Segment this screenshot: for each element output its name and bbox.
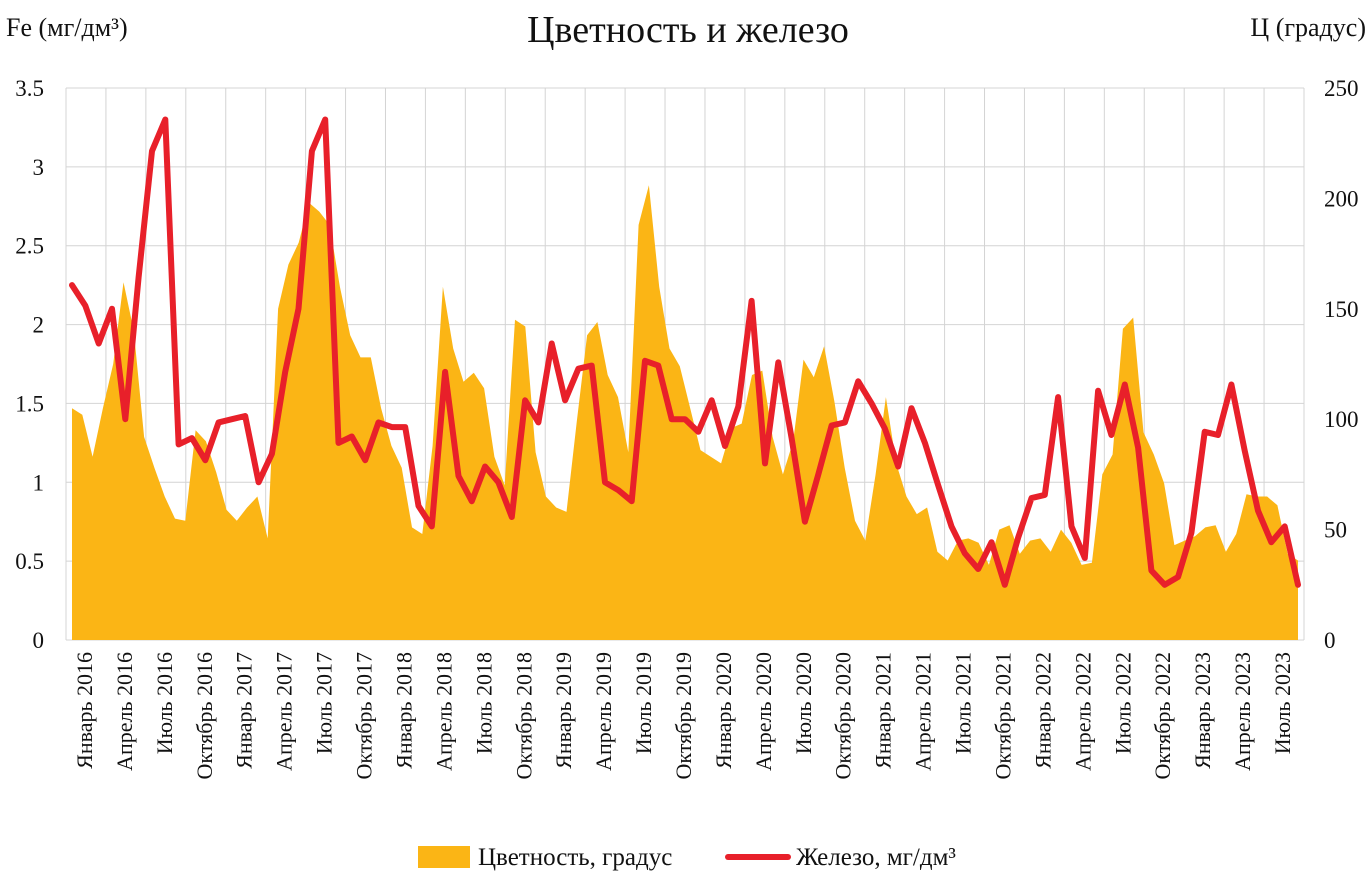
x-tick-label: Апрель 2021 bbox=[911, 652, 936, 771]
right-axis-ticks: 0 50 100 150 200 250 bbox=[1324, 76, 1359, 653]
x-tick-label: Апрель 2019 bbox=[591, 652, 616, 771]
left-axis-ticks: 0 0.5 1 1.5 2 2.5 3 3.5 bbox=[15, 76, 44, 653]
right-tick-label: 150 bbox=[1324, 297, 1359, 322]
right-tick-label: 0 bbox=[1324, 628, 1336, 653]
x-tick-label: Январь 2021 bbox=[871, 652, 896, 769]
series-color-area bbox=[72, 185, 1298, 640]
x-tick-label: Апрель 2022 bbox=[1070, 652, 1095, 771]
x-tick-label: Июль 2022 bbox=[1110, 652, 1135, 754]
legend-label-color: Цветность, градус bbox=[478, 844, 672, 871]
right-tick-label: 200 bbox=[1324, 186, 1359, 211]
x-tick-label: Июль 2019 bbox=[631, 652, 656, 754]
left-tick-label: 3 bbox=[33, 155, 45, 180]
x-tick-label: Апрель 2023 bbox=[1230, 652, 1255, 771]
x-tick-label: Октябрь 2020 bbox=[831, 652, 856, 779]
x-tick-label: Июль 2017 bbox=[312, 652, 337, 754]
x-tick-label: Январь 2017 bbox=[232, 652, 257, 769]
x-axis-ticks: Январь 2016 Апрель 2016 Июль 2016 Октябрь 2… bbox=[72, 652, 1295, 779]
x-tick-label: Июль 2021 bbox=[951, 652, 976, 754]
series-iron-line bbox=[69, 116, 1301, 588]
x-tick-label: Октябрь 2021 bbox=[990, 652, 1015, 779]
x-tick-label: Январь 2018 bbox=[391, 652, 416, 769]
right-tick-label: 50 bbox=[1324, 518, 1347, 543]
left-axis-title: Fe (мг/дм³) bbox=[6, 13, 128, 42]
x-tick-label: Апрель 2020 bbox=[751, 652, 776, 771]
left-tick-label: 2.5 bbox=[15, 234, 44, 259]
left-tick-label: 3.5 bbox=[15, 76, 44, 101]
x-tick-label: Июль 2018 bbox=[471, 652, 496, 754]
x-tick-label: Январь 2019 bbox=[551, 652, 576, 769]
x-tick-label: Октябрь 2018 bbox=[511, 652, 536, 779]
x-tick-label: Октябрь 2022 bbox=[1150, 652, 1175, 779]
x-tick-label: Октябрь 2019 bbox=[671, 652, 696, 779]
x-tick-label: Январь 2016 bbox=[72, 652, 97, 769]
left-tick-label: 1.5 bbox=[15, 391, 44, 416]
x-tick-label: Октябрь 2016 bbox=[192, 652, 217, 779]
legend-swatch-color bbox=[418, 846, 470, 868]
x-tick-label: Июль 2020 bbox=[791, 652, 816, 754]
left-tick-label: 0.5 bbox=[15, 549, 44, 574]
x-tick-label: Июль 2023 bbox=[1270, 652, 1295, 754]
right-axis-title: Ц (градус) bbox=[1250, 13, 1366, 42]
x-tick-label: Апрель 2018 bbox=[431, 652, 456, 771]
right-tick-label: 100 bbox=[1324, 407, 1359, 432]
legend: Цветность, градус Железо, мг/дм³ bbox=[418, 844, 956, 871]
left-tick-label: 0 bbox=[33, 628, 45, 653]
right-tick-label: 250 bbox=[1324, 76, 1359, 101]
left-tick-label: 1 bbox=[33, 470, 45, 495]
x-tick-label: Январь 2023 bbox=[1190, 652, 1215, 769]
x-tick-label: Октябрь 2017 bbox=[352, 652, 377, 779]
x-tick-label: Июль 2016 bbox=[152, 652, 177, 754]
left-tick-label: 2 bbox=[33, 313, 45, 338]
x-tick-label: Январь 2020 bbox=[711, 652, 736, 769]
x-tick-label: Апрель 2017 bbox=[272, 652, 297, 771]
legend-label-iron: Железо, мг/дм³ bbox=[796, 844, 956, 871]
x-tick-label: Январь 2022 bbox=[1030, 652, 1055, 769]
chart-title: Цветность и железо bbox=[527, 9, 849, 51]
x-tick-label: Апрель 2016 bbox=[112, 652, 137, 771]
